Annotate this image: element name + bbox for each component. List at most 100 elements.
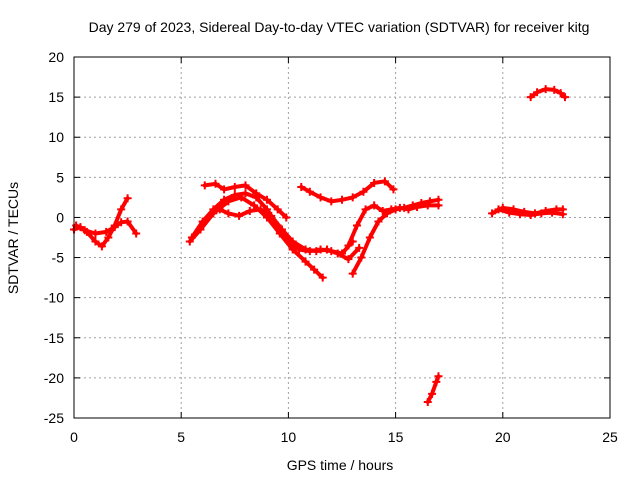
data-point: [211, 179, 220, 188]
data-point: [305, 187, 314, 196]
data-point: [91, 229, 100, 238]
data-point: [357, 253, 366, 262]
data-point: [423, 397, 432, 406]
series-arc-12: [494, 205, 567, 220]
x-tick-label: 15: [388, 429, 404, 445]
y-tick-label: 10: [48, 129, 64, 145]
data-point: [383, 209, 392, 218]
data-point: [359, 187, 368, 196]
x-tick-label: 5: [177, 429, 185, 445]
data-point: [348, 269, 357, 278]
x-tick-label: 20: [495, 429, 511, 445]
data-point: [282, 213, 291, 222]
data-point: [550, 85, 559, 94]
data-point: [505, 208, 514, 217]
data-point: [110, 223, 119, 232]
data-point: [348, 193, 357, 202]
y-tick-label: -20: [44, 370, 64, 386]
series-arc-7: [297, 177, 398, 206]
data-point: [391, 205, 400, 214]
data-point: [310, 265, 319, 274]
data-point: [558, 210, 567, 219]
data-point: [434, 195, 443, 204]
data-point: [241, 181, 250, 190]
data-point: [344, 255, 353, 264]
data-point: [434, 372, 443, 381]
data-point: [318, 273, 327, 282]
data-point: [548, 208, 557, 217]
data-point: [187, 233, 196, 242]
data-point: [132, 229, 141, 238]
data-point: [198, 217, 207, 226]
series-layer: [70, 85, 569, 406]
data-point: [526, 211, 535, 220]
data-point: [322, 245, 331, 254]
data-point: [224, 209, 233, 218]
data-point: [241, 189, 250, 198]
data-point: [273, 205, 282, 214]
data-point: [378, 207, 387, 216]
data-point: [333, 249, 342, 258]
data-point: [556, 89, 565, 98]
series-arc-10: [423, 372, 443, 406]
data-point: [277, 225, 286, 234]
data-point: [97, 242, 106, 251]
data-point: [365, 233, 374, 242]
data-point: [494, 205, 503, 214]
data-point: [123, 194, 132, 203]
y-tick-label: -15: [44, 330, 64, 346]
data-point: [417, 199, 426, 208]
data-point: [123, 217, 132, 226]
data-point: [541, 85, 550, 94]
y-tick-label: -25: [44, 410, 64, 426]
data-point: [301, 245, 310, 254]
data-point: [301, 257, 310, 266]
data-point: [256, 205, 265, 214]
data-point: [200, 181, 209, 190]
data-point: [235, 211, 244, 220]
data-point: [515, 210, 524, 219]
data-point: [297, 182, 306, 191]
data-point: [432, 377, 441, 386]
data-point: [91, 237, 100, 246]
series-arc-9: [348, 195, 443, 278]
data-point: [428, 389, 437, 398]
data-point: [344, 241, 353, 250]
x-tick-label: 0: [70, 429, 78, 445]
series-line: [425, 374, 441, 404]
data-point: [102, 227, 111, 236]
data-point: [370, 201, 379, 210]
y-tick-label: 0: [56, 209, 64, 225]
data-point: [361, 205, 370, 214]
data-point: [316, 193, 325, 202]
data-point: [488, 209, 497, 218]
data-point: [104, 233, 113, 242]
x-axis-label: GPS time / hours: [287, 457, 394, 473]
plot-frame: [73, 56, 611, 419]
data-point: [252, 189, 261, 198]
x-tick-labels: 0 5 10 15 20 25: [70, 429, 618, 445]
data-point: [72, 221, 81, 230]
series-arc-3: [185, 193, 327, 282]
y-tick-label: 5: [56, 169, 64, 185]
x-tick-label: 25: [602, 429, 618, 445]
series-arc-13: [526, 85, 569, 102]
data-point: [408, 201, 417, 210]
chart-title: Day 279 of 2023, Sidereal Day-to-day VTE…: [89, 19, 590, 35]
data-point: [327, 197, 336, 206]
data-point: [312, 247, 321, 256]
x-tick-label: 10: [281, 429, 297, 445]
data-point: [560, 93, 569, 102]
data-point: [353, 221, 362, 230]
data-point: [230, 190, 239, 199]
grid: [74, 57, 610, 418]
data-point: [389, 185, 398, 194]
data-point: [80, 226, 89, 235]
data-point: [400, 203, 409, 212]
data-point: [533, 88, 542, 97]
y-axis-label: SDTVAR / TECUs: [5, 182, 21, 294]
data-point: [220, 185, 229, 194]
data-point: [230, 182, 239, 191]
series-line: [299, 179, 396, 204]
